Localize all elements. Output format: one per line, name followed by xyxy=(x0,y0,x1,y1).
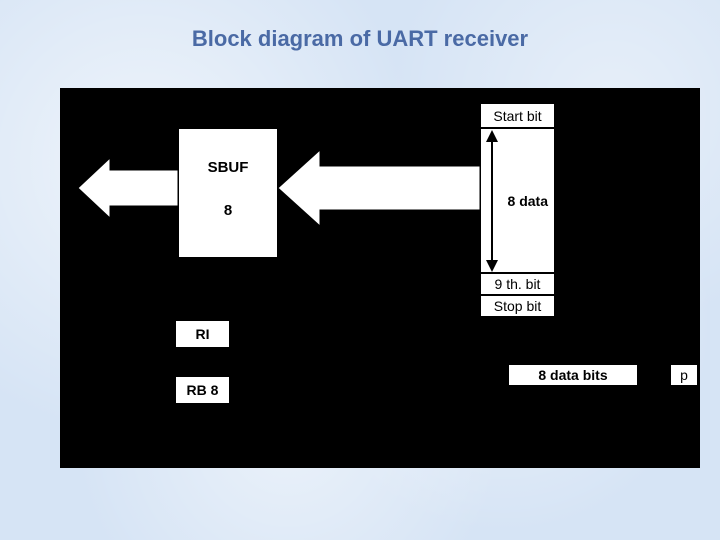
arrow-data-span xyxy=(60,88,700,468)
diagram-stage: SBUF 8 Start bit 8 data 9 th. bit Stop b… xyxy=(60,88,700,468)
page-title: Block diagram of UART receiver xyxy=(0,26,720,52)
page: Block diagram of UART receiver SBUF 8 St… xyxy=(0,0,720,540)
